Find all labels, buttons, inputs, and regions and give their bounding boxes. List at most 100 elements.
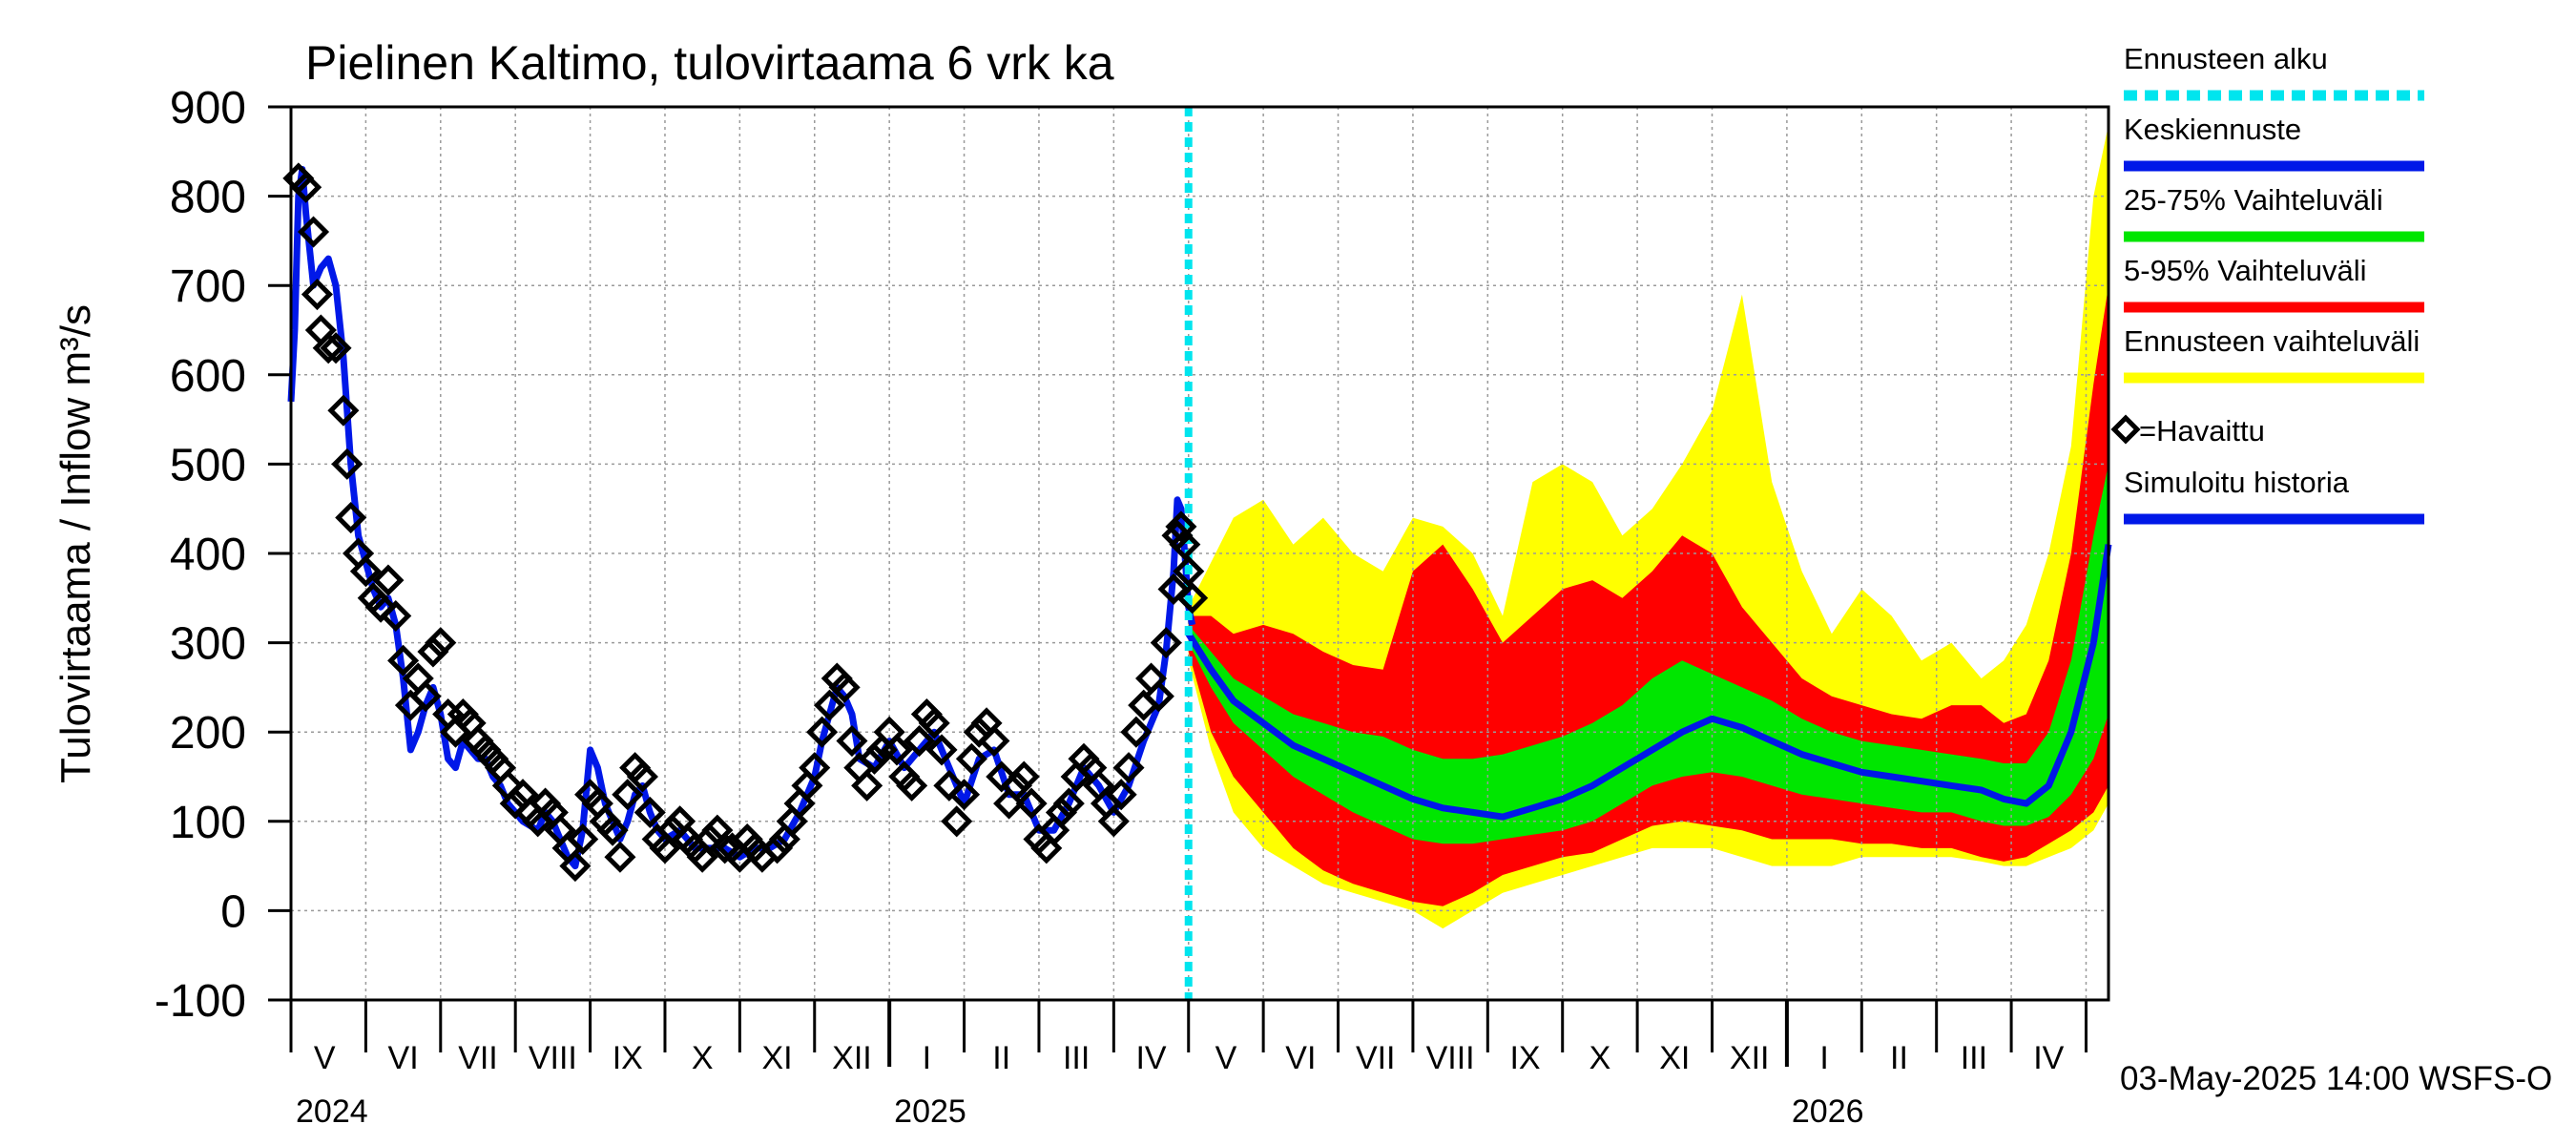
month-label: IV [2033, 1040, 2064, 1076]
observed-point [380, 599, 412, 633]
month-label: VII [1356, 1040, 1396, 1076]
observed-point [1000, 769, 1032, 802]
month-label: XII [832, 1040, 872, 1076]
observed-point [1008, 760, 1040, 793]
month-label: XI [1659, 1040, 1690, 1076]
month-label: II [1890, 1040, 1908, 1076]
y-tick-label: 700 [170, 261, 246, 312]
y-axis-ticks: -100 0 100 200 300 400 500 600 700 800 900 [155, 83, 291, 1027]
observed-point [925, 734, 958, 766]
y-axis-label: Tulovirtaama / Inflow m³/s [52, 304, 99, 783]
forecast-bands [1188, 124, 2109, 929]
observed-point [1045, 796, 1078, 828]
observed-point [799, 752, 831, 784]
observed-point [1015, 787, 1048, 820]
observed-point [813, 689, 845, 721]
month-label: X [692, 1040, 714, 1076]
observed-point [612, 779, 644, 811]
y-tick-label: 200 [170, 708, 246, 759]
band-25-75 [1188, 464, 2109, 844]
observed-point [881, 734, 913, 766]
legend-label: Ennusteen alku [2124, 42, 2328, 75]
observed-point [694, 822, 726, 856]
observed-point [955, 742, 987, 775]
observed-point [1112, 752, 1145, 784]
observed-point [425, 627, 457, 659]
observed-point [1105, 779, 1137, 811]
observed-point [918, 707, 950, 739]
year-label: 2025 [894, 1093, 966, 1130]
y-tick-label: 100 [170, 798, 246, 848]
observed-point [1157, 572, 1190, 605]
observed-point [331, 448, 364, 480]
observed-point [806, 716, 839, 748]
observed-point [372, 564, 405, 596]
observed-point [387, 644, 420, 677]
observed-point [986, 760, 1018, 793]
month-label: V [1215, 1040, 1237, 1076]
y-tick-label: -100 [155, 976, 246, 1027]
observed-point [709, 832, 741, 864]
month-label: XII [1730, 1040, 1770, 1076]
year-label: 2026 [1792, 1093, 1864, 1130]
observed-point [1052, 787, 1085, 820]
year-label: 2024 [296, 1093, 368, 1130]
chart-title: Pielinen Kaltimo, tulovirtaama 6 vrk ka [305, 36, 1114, 90]
observed-point [559, 850, 592, 883]
month-label: VI [388, 1040, 419, 1076]
observed-point [896, 769, 928, 802]
observed-point [761, 832, 794, 864]
observed-point [634, 796, 666, 828]
y-tick-label: 900 [170, 83, 246, 134]
legend-label: 5-95% Vaihteluväli [2124, 254, 2366, 287]
observed-point [364, 591, 397, 623]
simulated-history-line [287, 166, 1196, 870]
y-tick-label: 300 [170, 619, 246, 670]
month-label: I [923, 1040, 931, 1076]
observed-point [941, 805, 973, 838]
y-tick-label: 400 [170, 530, 246, 580]
observed-point [409, 680, 442, 713]
month-label: IV [1135, 1040, 1166, 1076]
observed-point [978, 725, 1010, 758]
observed-point [858, 742, 891, 775]
observed-point [626, 760, 658, 793]
observed-point [596, 814, 629, 846]
observed-point [567, 822, 599, 856]
month-label: II [992, 1040, 1010, 1076]
observed-point [903, 725, 936, 758]
observed-point [604, 841, 636, 873]
y-tick-label: 500 [170, 440, 246, 490]
observed-point [1097, 805, 1130, 838]
observed-point [312, 332, 344, 364]
timestamp-label: 03-May-2025 14:00 WSFS-O [2120, 1060, 2552, 1097]
observed-point [963, 716, 995, 748]
month-label: V [314, 1040, 336, 1076]
observed-point [933, 769, 966, 802]
y-tick-label: 600 [170, 351, 246, 402]
observed-point [320, 332, 352, 364]
observed-point [1169, 529, 1201, 561]
observed-point [656, 814, 689, 846]
observed-point [297, 216, 330, 248]
legend-label: Simuloitu historia [2124, 466, 2350, 499]
observed-markers [282, 162, 1209, 883]
month-label: III [1063, 1040, 1090, 1076]
month-label: XI [762, 1040, 793, 1076]
legend-label: =Havaittu [2139, 414, 2265, 448]
observed-point [290, 171, 322, 203]
observed-point [301, 279, 333, 311]
observed-point [836, 725, 868, 758]
month-label: VII [458, 1040, 498, 1076]
observed-point [948, 779, 981, 811]
observed-point [1150, 627, 1182, 659]
month-label: VI [1285, 1040, 1316, 1076]
observed-point [851, 769, 883, 802]
observed-point [1142, 680, 1174, 713]
observed-point [1173, 555, 1205, 588]
observed-point [327, 394, 360, 427]
x-axis-ticks: V VI VII VIII IX X XI XII I II III IV V VI VII VIII IX X X… [289, 1000, 2088, 1130]
month-label: IX [1509, 1040, 1540, 1076]
legend-label: Keskiennuste [2124, 113, 2301, 146]
